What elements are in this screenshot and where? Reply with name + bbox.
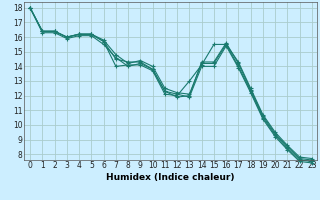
X-axis label: Humidex (Indice chaleur): Humidex (Indice chaleur) bbox=[106, 173, 235, 182]
